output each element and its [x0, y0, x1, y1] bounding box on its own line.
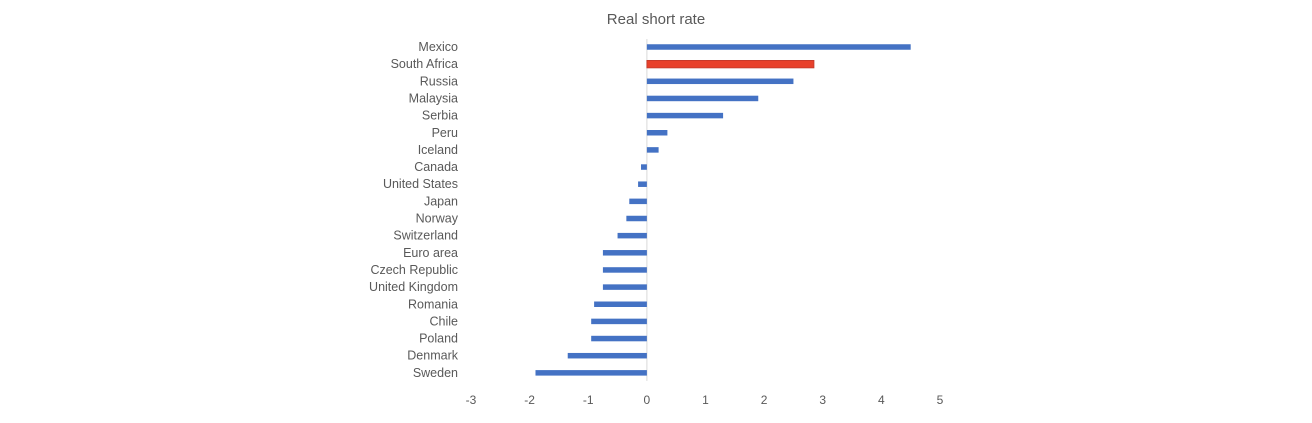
category-label-united-states: United States	[383, 177, 458, 191]
bar-canada	[641, 164, 647, 170]
category-labels: Mexico South Africa Russia Malaysia Serbia Pe…	[369, 40, 459, 380]
category-label-united-kingdom: United Kingdom	[369, 280, 458, 294]
bar-malaysia	[646, 95, 759, 102]
bar-poland	[591, 335, 647, 342]
category-label-serbia: Serbia	[422, 109, 458, 123]
x-tick-label: 5	[937, 393, 944, 407]
bar-mexico	[646, 44, 911, 50]
bar-switzerland	[617, 232, 647, 239]
category-label-russia: Russia	[420, 74, 458, 88]
bar-serbia	[646, 112, 724, 119]
category-label-sweden: Sweden	[413, 366, 458, 380]
bar-norway	[626, 215, 647, 222]
bars-group	[535, 44, 911, 376]
x-tick-label: -2	[524, 393, 535, 407]
x-tick-label: -3	[466, 393, 477, 407]
bar-sweden	[535, 370, 647, 376]
x-tick-label: 4	[878, 393, 885, 407]
category-label-poland: Poland	[419, 332, 458, 346]
bar-russia	[646, 78, 794, 85]
category-label-malaysia: Malaysia	[409, 91, 458, 105]
category-label-switzerland: Switzerland	[393, 229, 458, 243]
x-tick-label: 3	[819, 393, 826, 407]
bar-euro-area	[602, 250, 647, 256]
x-tick-label: 1	[702, 393, 709, 407]
bar-denmark	[567, 352, 647, 359]
category-label-chile: Chile	[430, 314, 459, 328]
category-label-romania: Romania	[408, 297, 458, 311]
category-label-euro-area: Euro area	[403, 246, 458, 260]
category-label-norway: Norway	[416, 212, 459, 226]
x-tick-labels: -3 -2 -1 0 1 2 3 4 5	[466, 393, 944, 407]
category-label-canada: Canada	[414, 160, 458, 174]
x-tick-label: 2	[761, 393, 768, 407]
category-label-denmark: Denmark	[407, 349, 458, 363]
x-tick-label: 0	[644, 393, 651, 407]
bar-united-states	[638, 181, 647, 187]
bar-czech-republic	[602, 267, 647, 273]
category-label-iceland: Iceland	[418, 143, 458, 157]
category-label-south-africa: South Africa	[391, 57, 458, 71]
bar-chile	[591, 318, 647, 325]
category-label-mexico: Mexico	[418, 40, 458, 54]
category-label-czech-republic: Czech Republic	[370, 263, 458, 277]
bar-japan	[629, 198, 647, 205]
bar-united-kingdom	[602, 284, 647, 290]
bar-romania	[594, 301, 647, 307]
category-label-peru: Peru	[432, 126, 458, 140]
bar-south-africa	[646, 60, 815, 69]
category-label-japan: Japan	[424, 194, 458, 208]
x-tick-label: -1	[583, 393, 594, 407]
bar-iceland	[646, 147, 659, 153]
chart-title: Real short rate	[607, 11, 705, 28]
bar-peru	[646, 130, 668, 136]
